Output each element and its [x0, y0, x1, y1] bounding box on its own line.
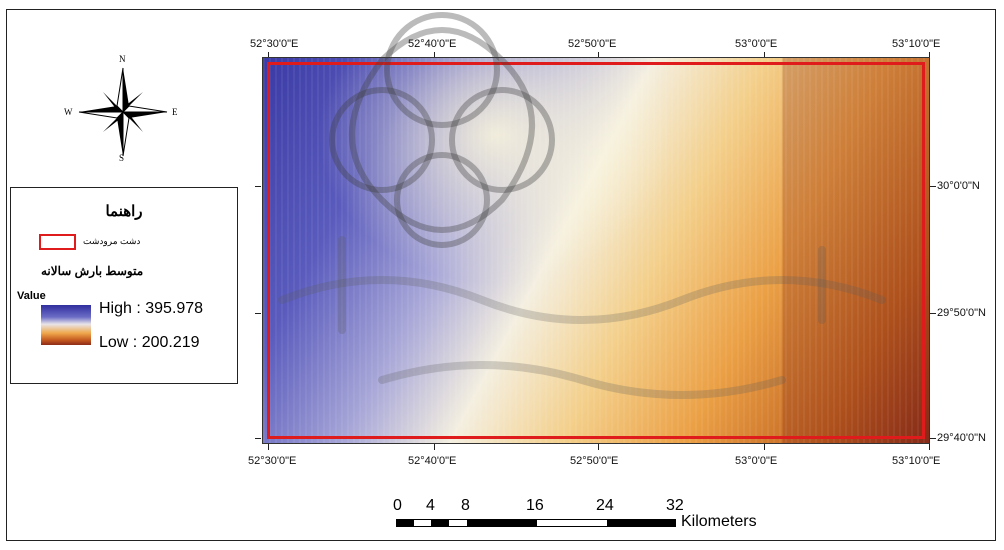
top-tick-label: 52°50'0"E — [568, 38, 617, 50]
tick-mark — [434, 444, 435, 450]
tick-mark — [929, 52, 930, 58]
tick-mark — [598, 444, 599, 450]
map-legend: راهنما دشت مرودشت متوسط بارش سالانه Valu… — [10, 187, 238, 384]
east-label: E — [172, 107, 178, 117]
scale-label: 24 — [596, 497, 614, 514]
legend-subtitle: متوسط بارش سالانه — [41, 264, 144, 278]
scale-label: 32 — [666, 497, 684, 514]
precipitation-raster — [263, 58, 929, 443]
scale-bar-segments — [396, 519, 676, 527]
color-ramp — [41, 305, 91, 345]
tick-mark — [268, 52, 269, 58]
top-tick-label: 52°40'0"E — [408, 38, 457, 50]
scale-label: 16 — [526, 497, 544, 514]
tick-mark — [764, 52, 765, 58]
compass-rose-icon — [78, 67, 168, 157]
tick-mark — [434, 52, 435, 58]
tick-mark — [255, 313, 261, 314]
right-tick-label: 29°50'0"N — [937, 307, 986, 319]
south-label: S — [119, 153, 125, 163]
scale-label: 8 — [461, 497, 470, 514]
tick-mark — [929, 444, 930, 450]
legend-title: راهنما — [105, 203, 143, 220]
scale-label: 0 — [393, 497, 402, 514]
bottom-tick-label: 53°0'0"E — [735, 455, 778, 467]
north-arrow: N S E W — [60, 54, 190, 170]
rainfall-raster-map — [262, 57, 930, 444]
bottom-tick-label: 52°40'0"E — [408, 455, 457, 467]
tick-mark — [764, 444, 765, 450]
tick-mark — [268, 444, 269, 450]
tick-mark — [930, 186, 936, 187]
right-tick-label: 29°40'0"N — [937, 432, 986, 444]
tick-mark — [930, 313, 936, 314]
top-tick-label: 53°0'0"E — [735, 38, 778, 50]
marvdasht-plain-boundary — [267, 62, 925, 439]
north-label: N — [119, 54, 126, 64]
bottom-tick-label: 52°30'0"E — [248, 455, 297, 467]
raster-texture — [263, 58, 929, 443]
low-value-label: Low : 200.219 — [99, 334, 200, 351]
tick-mark — [930, 438, 936, 439]
scale-unit: Kilometers — [681, 513, 757, 530]
boundary-swatch — [39, 234, 76, 250]
tick-mark — [598, 52, 599, 58]
scale-label: 4 — [426, 497, 435, 514]
high-value-label: High : 395.978 — [99, 300, 204, 317]
tick-mark — [255, 186, 261, 187]
top-tick-label: 52°30'0"E — [250, 38, 299, 50]
west-label: W — [64, 107, 73, 117]
right-tick-label: 30°0'0"N — [937, 180, 980, 192]
bottom-tick-label: 52°50'0"E — [570, 455, 619, 467]
top-tick-label: 53°10'0"E — [892, 38, 941, 50]
value-label: Value — [17, 290, 46, 302]
bottom-tick-label: 53°10'0"E — [892, 455, 941, 467]
tick-mark — [255, 438, 261, 439]
boundary-label: دشت مرودشت — [83, 236, 141, 246]
map-frame — [6, 9, 996, 541]
